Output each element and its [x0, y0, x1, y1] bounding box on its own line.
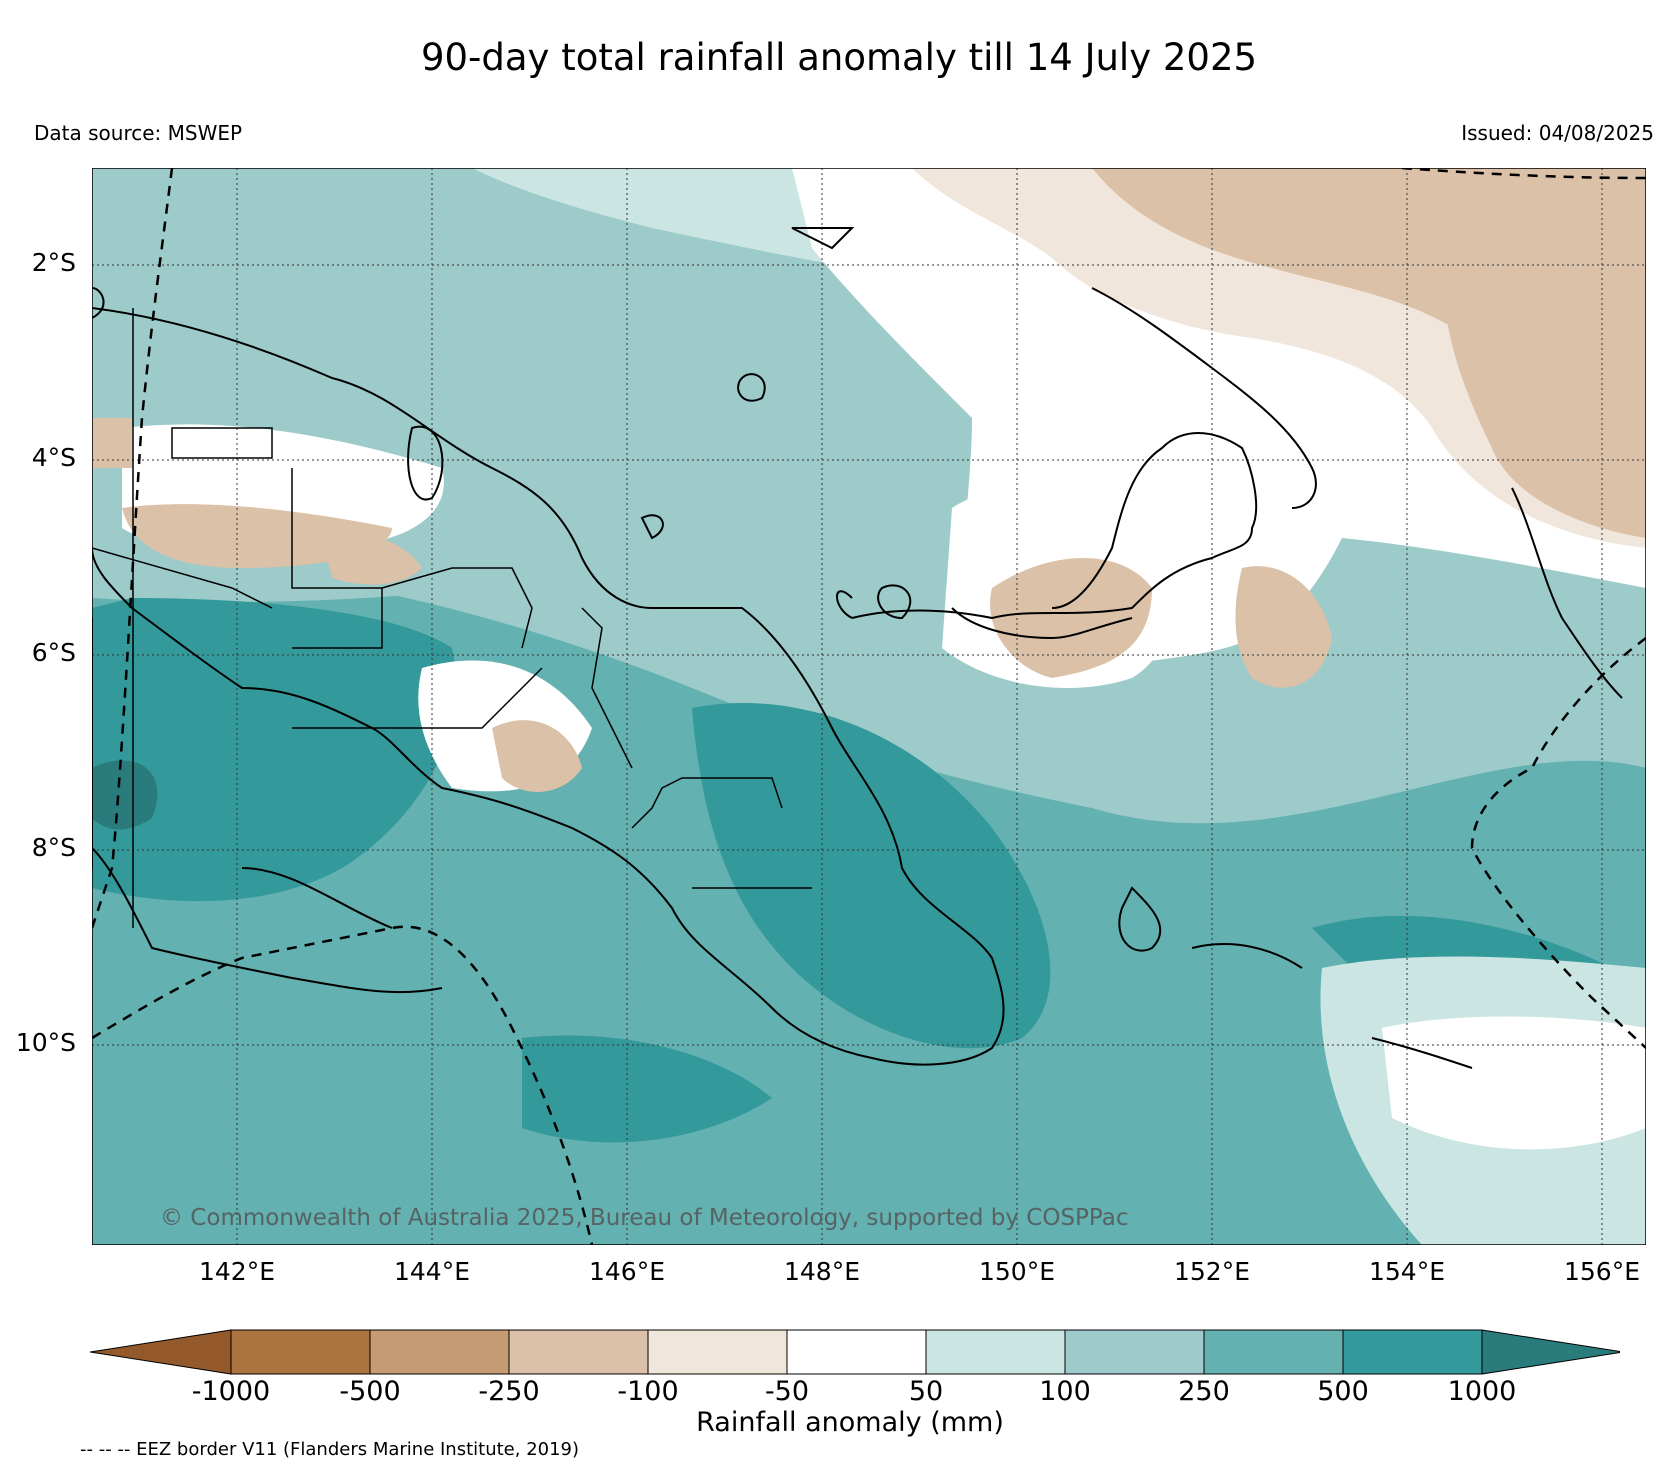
colorbar-tick: 500: [1317, 1376, 1369, 1407]
latitude-label: 8°S: [31, 833, 76, 862]
longitude-label: 146°E: [588, 1257, 665, 1286]
rainfall-anomaly-map: [92, 168, 1646, 1245]
colorbar-tick: -100: [617, 1376, 679, 1407]
colorbar-tick: 250: [1178, 1376, 1230, 1407]
data-source-label: Data source: MSWEP: [34, 121, 243, 145]
longitude-label: 152°E: [1173, 1257, 1250, 1286]
copyright-notice: © Commonwealth of Australia 2025, Bureau…: [160, 1205, 1129, 1231]
colorbar-tick: 50: [908, 1376, 944, 1407]
latitude-label: 10°S: [15, 1028, 76, 1057]
eez-borders: [92, 168, 1646, 1245]
map-title: 90-day total rainfall anomaly till 14 Ju…: [420, 36, 1258, 79]
colorbar-tick: -500: [339, 1376, 401, 1407]
graticule: [92, 168, 1646, 1245]
colorbar-tick: -1000: [191, 1376, 271, 1407]
colorbar-segment: [1064, 1329, 1205, 1375]
eez-border-note: -- -- -- EEZ border V11 (Flanders Marine…: [80, 1439, 580, 1460]
colorbar-segment: [1203, 1329, 1344, 1375]
longitude-label: 150°E: [978, 1257, 1055, 1286]
issued-date-label: Issued: 04/08/2025: [1461, 121, 1654, 145]
colorbar-extend-low: [90, 1329, 232, 1375]
colorbar-segment: [230, 1329, 371, 1375]
colorbar: [90, 1329, 1620, 1375]
colorbar-segment: [369, 1329, 510, 1375]
colorbar-tick: 1000: [1447, 1376, 1517, 1407]
province-borders: [92, 308, 812, 928]
colorbar-label: Rainfall anomaly (mm): [696, 1407, 1004, 1438]
colorbar-tick: -250: [478, 1376, 540, 1407]
anomaly-region-deep: [92, 598, 457, 902]
latitude-label: 2°S: [31, 248, 76, 277]
longitude-label: 148°E: [783, 1257, 860, 1286]
colorbar-segment: [1342, 1329, 1483, 1375]
longitude-label: 142°E: [198, 1257, 275, 1286]
colorbar-segment: [647, 1329, 788, 1375]
longitude-label: 154°E: [1368, 1257, 1445, 1286]
longitude-label: 156°E: [1563, 1257, 1640, 1286]
colorbar-segment: [925, 1329, 1066, 1375]
colorbar-segment: [508, 1329, 649, 1375]
colorbar-segment: [786, 1329, 927, 1375]
latitude-label: 4°S: [31, 443, 76, 472]
colorbar-extend-high: [1481, 1329, 1620, 1375]
longitude-label: 144°E: [393, 1257, 470, 1286]
colorbar-tick: 100: [1039, 1376, 1091, 1407]
colorbar-tick: -50: [764, 1376, 810, 1407]
latitude-label: 6°S: [31, 638, 76, 667]
